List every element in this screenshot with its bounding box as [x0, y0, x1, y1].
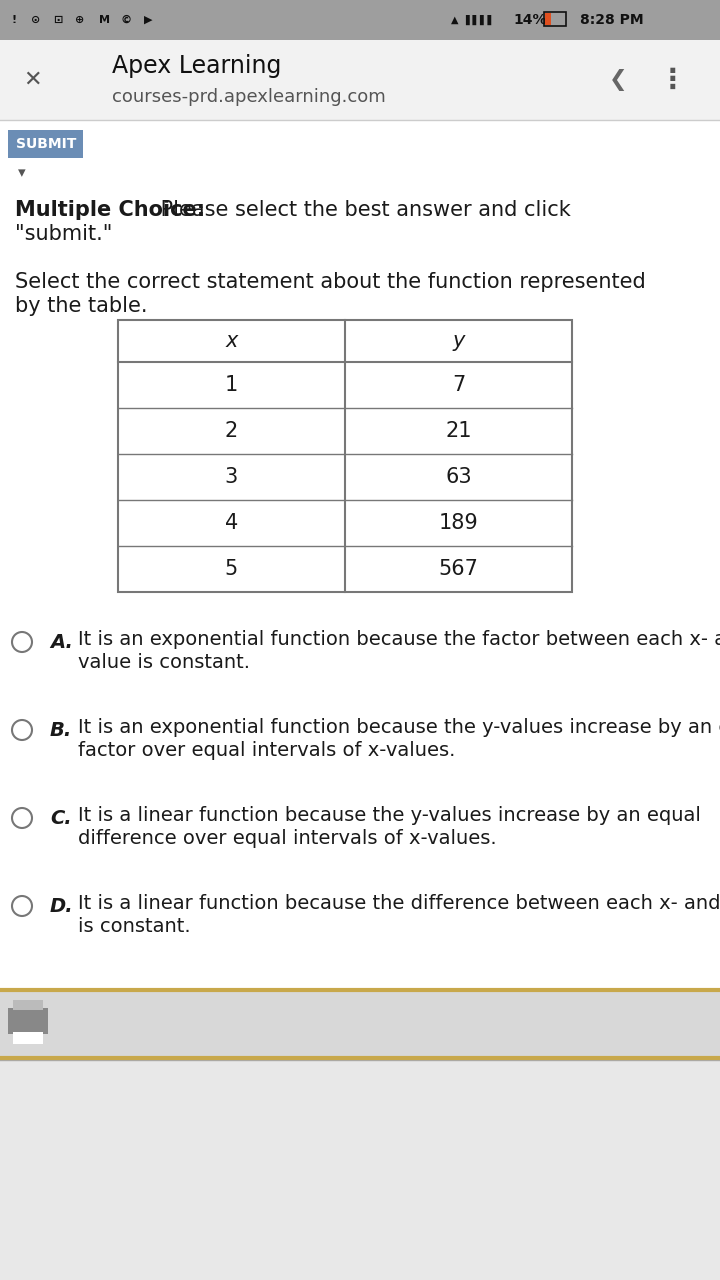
Text: by the table.: by the table.: [15, 296, 148, 316]
FancyBboxPatch shape: [0, 40, 720, 120]
Text: ▶: ▶: [144, 15, 152, 26]
Text: B.: B.: [50, 721, 72, 740]
Text: It is a linear function because the difference between each x- and y-value: It is a linear function because the diff…: [78, 893, 720, 913]
Text: "submit.": "submit.": [15, 224, 112, 244]
Text: It is an exponential function because the factor between each x- and y-: It is an exponential function because th…: [78, 630, 720, 649]
Text: ✕: ✕: [23, 70, 41, 90]
FancyBboxPatch shape: [13, 1000, 43, 1010]
Text: 3: 3: [225, 467, 238, 486]
Text: D.: D.: [50, 896, 73, 915]
Text: 14%: 14%: [513, 13, 546, 27]
Text: ⋮: ⋮: [658, 67, 686, 93]
Text: ⊕: ⊕: [76, 15, 85, 26]
FancyBboxPatch shape: [118, 320, 572, 591]
FancyBboxPatch shape: [8, 1009, 48, 1034]
Text: is constant.: is constant.: [78, 916, 191, 936]
Text: Apex Learning: Apex Learning: [112, 54, 282, 78]
Text: M: M: [99, 15, 109, 26]
Text: Please select the best answer and click: Please select the best answer and click: [154, 200, 571, 220]
Text: 189: 189: [438, 513, 478, 532]
Text: !: !: [12, 15, 17, 26]
Text: 21: 21: [445, 421, 472, 442]
Text: 1: 1: [225, 375, 238, 396]
Text: 8:28 PM: 8:28 PM: [580, 13, 644, 27]
FancyBboxPatch shape: [0, 989, 720, 1059]
Text: courses-prd.apexlearning.com: courses-prd.apexlearning.com: [112, 88, 386, 106]
Text: Multiple Choice:: Multiple Choice:: [15, 200, 205, 220]
Text: difference over equal intervals of x-values.: difference over equal intervals of x-val…: [78, 829, 497, 847]
Text: 2: 2: [225, 421, 238, 442]
Text: x: x: [225, 332, 238, 351]
Text: ©: ©: [120, 15, 132, 26]
FancyBboxPatch shape: [0, 0, 720, 40]
Text: ⊡: ⊡: [53, 15, 63, 26]
Text: 567: 567: [438, 559, 478, 579]
Text: ❮: ❮: [608, 69, 627, 91]
FancyBboxPatch shape: [0, 1059, 720, 1280]
Text: value is constant.: value is constant.: [78, 653, 250, 672]
Text: 63: 63: [445, 467, 472, 486]
Text: y: y: [452, 332, 464, 351]
Text: ⊙: ⊙: [31, 15, 41, 26]
Text: 5: 5: [225, 559, 238, 579]
Text: ▾: ▾: [18, 165, 26, 180]
Text: It is an exponential function because the y-values increase by an equal: It is an exponential function because th…: [78, 718, 720, 737]
Text: It is a linear function because the y-values increase by an equal: It is a linear function because the y-va…: [78, 806, 701, 826]
Text: SUBMIT: SUBMIT: [16, 137, 76, 151]
FancyBboxPatch shape: [13, 1032, 43, 1044]
Text: C.: C.: [50, 809, 71, 827]
Text: Select the correct statement about the function represented: Select the correct statement about the f…: [15, 271, 646, 292]
Text: ▲: ▲: [451, 15, 459, 26]
Text: A.: A.: [50, 632, 73, 652]
Text: factor over equal intervals of x-values.: factor over equal intervals of x-values.: [78, 741, 455, 760]
FancyBboxPatch shape: [545, 13, 551, 26]
Text: 4: 4: [225, 513, 238, 532]
FancyBboxPatch shape: [8, 131, 83, 157]
Text: 7: 7: [452, 375, 465, 396]
Text: ▌▌▌▌: ▌▌▌▌: [465, 15, 495, 26]
